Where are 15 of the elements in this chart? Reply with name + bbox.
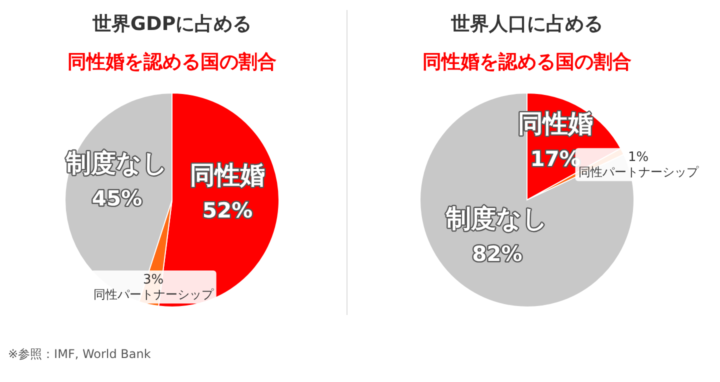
slice-label: 制度なし xyxy=(445,204,548,233)
slice-label: 制度なし xyxy=(65,148,168,178)
data-label: 3% xyxy=(143,272,164,288)
data-label: 52% xyxy=(202,198,253,222)
slice-label: 同性パートナーシップ xyxy=(578,165,700,180)
slice-label: 同性パートナーシップ xyxy=(93,288,214,302)
data-label: 45% xyxy=(92,186,142,210)
chart-subtitle: 同性婚を認める国の割合 xyxy=(68,51,276,73)
chart-title: 世界人口に占める xyxy=(450,13,603,35)
chart-subtitle: 同性婚を認める国の割合 xyxy=(422,51,632,73)
slice-label: 同性婚 xyxy=(190,160,266,190)
text: ※参照：IMF, World Bank xyxy=(8,347,151,361)
data-label: 1% xyxy=(628,150,649,166)
data-label: 82% xyxy=(472,242,522,266)
chart-title: 世界GDPに占める xyxy=(91,13,252,35)
